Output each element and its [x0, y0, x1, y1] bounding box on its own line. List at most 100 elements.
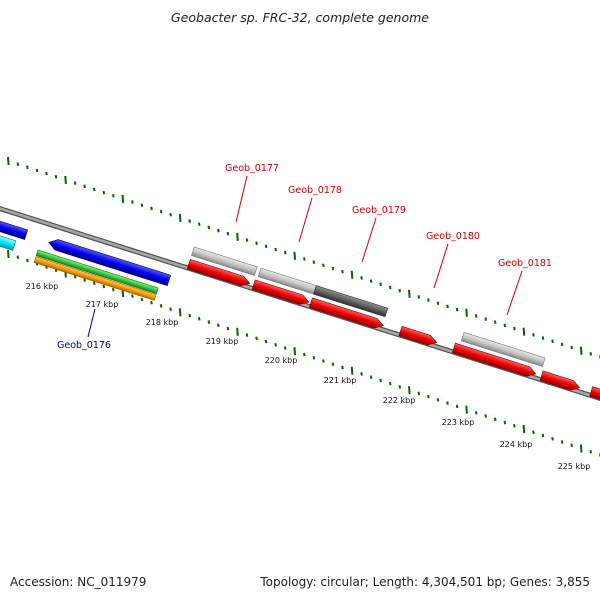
major-tick: [236, 232, 239, 241]
minor-tick: [455, 307, 459, 312]
gene-label-geob-0178[interactable]: Geob_0178: [288, 185, 342, 196]
minor-tick: [551, 437, 554, 441]
minor-tick: [45, 171, 48, 176]
cds-forward-geob-0181: [451, 342, 537, 377]
minor-tick: [513, 326, 516, 331]
cds-forward-geob-0179: [308, 297, 384, 329]
cds-forward-edge: [589, 386, 600, 405]
gene-label-geob-0180[interactable]: Geob_0180: [426, 231, 480, 242]
minor-tick: [92, 281, 96, 285]
minor-tick: [341, 365, 344, 370]
accession-text: Accession: NC_011979: [10, 575, 146, 589]
minor-tick: [197, 317, 201, 321]
minor-tick: [303, 257, 306, 261]
minor-tick: [303, 352, 306, 357]
gene-label-geob-0181[interactable]: Geob_0181: [498, 258, 552, 269]
gene-leader-line: [506, 270, 523, 316]
minor-tick: [16, 255, 20, 260]
feature-darkgray-geob-0179: [313, 285, 389, 318]
minor-tick: [188, 313, 192, 318]
feature-green-strip: [35, 249, 159, 295]
minor-tick: [322, 263, 325, 268]
minor-tick: [532, 333, 535, 337]
cds-reverse-geob-0176: [48, 239, 171, 287]
cds-forward-geob-0177: [186, 258, 251, 287]
minor-tick: [226, 231, 230, 236]
minor-tick: [493, 320, 497, 325]
minor-tick: [417, 295, 421, 299]
kbp-label: 216 kbp: [26, 282, 59, 291]
minor-tick: [92, 187, 96, 192]
minor-tick: [169, 212, 172, 217]
minor-tick: [35, 168, 39, 173]
minor-tick: [274, 247, 277, 252]
minor-tick: [331, 362, 335, 367]
minor-tick: [83, 278, 86, 282]
minor-tick: [503, 420, 507, 425]
minor-tick: [570, 443, 573, 448]
major-tick: [408, 289, 411, 298]
minor-tick: [369, 375, 373, 379]
gene-leader-line: [298, 197, 313, 243]
kbp-label: 222 kbp: [383, 396, 416, 405]
minor-tick: [360, 276, 363, 280]
minor-tick: [245, 333, 249, 337]
map-title: Geobacter sp. FRC-32, complete genome: [171, 10, 429, 25]
gene-label-geob-0179[interactable]: Geob_0179: [352, 205, 406, 216]
gene-label-geob-0177[interactable]: Geob_0177: [225, 163, 279, 174]
minor-tick: [283, 346, 287, 350]
major-tick: [522, 327, 526, 336]
minor-tick: [589, 352, 593, 356]
major-tick: [178, 308, 182, 317]
minor-tick: [331, 266, 335, 271]
minor-tick: [226, 326, 230, 331]
tick-rows: [7, 156, 600, 457]
minor-tick: [417, 391, 421, 396]
minor-tick: [102, 190, 106, 195]
feature-cyan-left: [0, 225, 17, 251]
cds-forward-geob-0178: [251, 279, 310, 305]
minor-tick: [131, 294, 134, 298]
minor-tick: [493, 417, 497, 422]
minor-tick: [16, 162, 20, 166]
minor-tick: [446, 401, 449, 405]
minor-tick: [274, 342, 277, 347]
minor-tick: [436, 398, 440, 402]
minor-tick: [73, 181, 77, 185]
minor-tick: [312, 355, 316, 360]
minor-tick: [54, 175, 58, 179]
minor-tick: [436, 301, 440, 306]
minor-tick: [255, 336, 258, 341]
minor-tick: [207, 320, 211, 324]
gene-leader-line: [433, 243, 449, 289]
major-tick: [579, 444, 583, 453]
minor-tick: [140, 297, 144, 302]
minor-tick: [131, 200, 134, 204]
minor-tick: [455, 404, 459, 409]
minor-tick: [398, 385, 402, 389]
minor-tick: [369, 279, 373, 283]
minor-tick: [427, 298, 430, 302]
minor-tick: [388, 381, 392, 386]
minor-tick: [207, 225, 211, 230]
minor-tick: [169, 307, 172, 311]
minor-tick: [312, 260, 316, 264]
kbp-label: 221 kbp: [324, 376, 357, 385]
kbp-label: 217 kbp: [86, 300, 119, 309]
major-tick: [293, 251, 297, 260]
minor-tick: [474, 411, 478, 415]
kbp-label: 223 kbp: [442, 418, 475, 427]
minor-tick: [551, 339, 554, 343]
major-tick: [178, 213, 182, 222]
minor-tick: [398, 288, 402, 293]
major-tick: [293, 347, 297, 356]
minor-tick: [560, 440, 564, 444]
gene-label-geob-0176[interactable]: Geob_0176: [57, 340, 111, 351]
minor-tick: [446, 304, 449, 309]
minor-tick: [255, 241, 258, 245]
minor-tick: [217, 228, 220, 233]
feature-gray-geob-0181: [460, 331, 546, 367]
major-tick: [579, 346, 583, 355]
major-tick: [7, 249, 10, 259]
